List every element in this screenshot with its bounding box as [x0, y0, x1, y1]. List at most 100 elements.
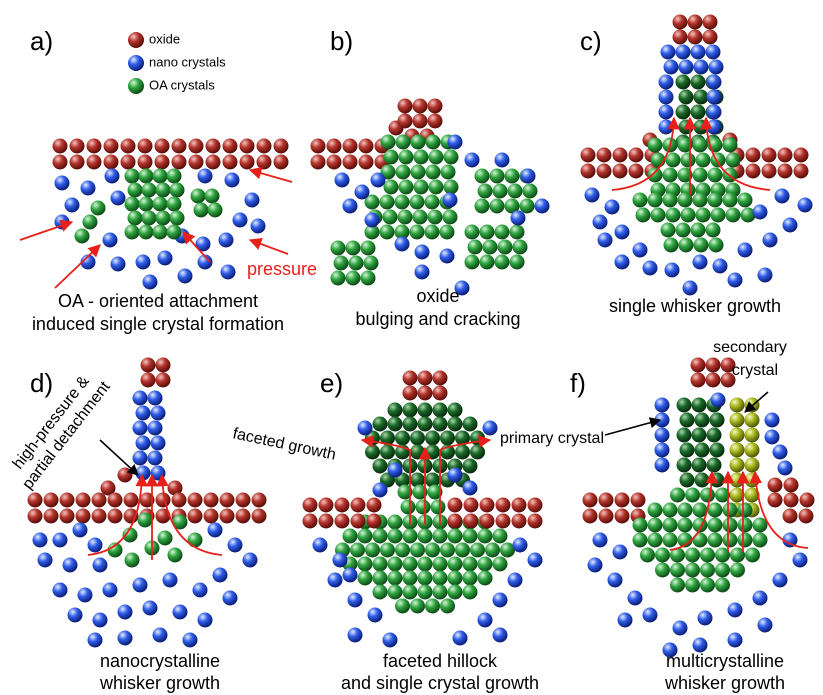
nano-crystal-sphere [521, 169, 536, 184]
oa-crystal-sphere [700, 548, 715, 563]
nano-crystal-sphere [605, 200, 620, 215]
oxide-sphere [359, 139, 374, 154]
oa-crystal-sphere [676, 223, 691, 238]
oxide-sphere [44, 493, 59, 508]
oa-crystal-sphere [670, 563, 685, 578]
caption: multicrystalline [666, 651, 784, 671]
nano-crystal-sphere [313, 538, 328, 553]
oa-crystal-sphere [388, 529, 403, 544]
oxide-sphere [206, 155, 221, 170]
oxide-sphere [496, 498, 511, 513]
nano-crystal-sphere [783, 218, 798, 233]
oxide-sphere [92, 493, 107, 508]
oxide-sphere [172, 139, 187, 154]
nano-crystal-sphere [373, 483, 388, 498]
crystal-sphere [710, 443, 725, 458]
oa-crystal-sphere [346, 271, 361, 286]
oxide-sphere [172, 155, 187, 170]
oxide-sphere [703, 15, 718, 30]
oxide-sphere [688, 15, 703, 30]
legend-swatch [128, 55, 144, 71]
secondary-crystal-sphere [745, 473, 760, 488]
oa-crystal-sphere [685, 578, 700, 593]
legend-label: oxide [149, 31, 180, 46]
nano-crystal-sphere [679, 60, 694, 75]
crystal-sphere [692, 398, 707, 413]
oa-crystal-sphere [648, 193, 663, 208]
oxide-sphere [138, 155, 153, 170]
oxide-sphere [28, 493, 43, 508]
oa-crystal-sphere [395, 599, 410, 614]
nano-crystal-sphere [758, 268, 773, 283]
oa-crystal-sphere [349, 256, 364, 271]
oa-crystal-sphere [510, 255, 525, 270]
crystal-sphere [691, 75, 706, 90]
oa-crystal-sphere [156, 211, 171, 226]
nano-crystal-sphere [711, 393, 726, 408]
nano-crystal-sphere [683, 281, 698, 296]
arrow [250, 170, 292, 182]
oxide-sphere [155, 155, 170, 170]
oxide-sphere [800, 493, 815, 508]
nano-crystal-sphere [773, 573, 788, 588]
oa-crystal-sphere [693, 533, 708, 548]
oa-crystal-sphere [383, 210, 398, 225]
oa-crystal-sphere [388, 557, 403, 572]
oa-crystal-sphere [723, 138, 738, 153]
oa-crystal-sphere [414, 180, 429, 195]
nano-crystal-sphere [65, 198, 80, 213]
oxide-sphere [76, 509, 91, 524]
oa-crystal-sphere [678, 518, 693, 533]
oxide-sphere [236, 509, 251, 524]
crystal-sphere [418, 417, 433, 432]
nano-crystal-sphere [68, 608, 83, 623]
nano-crystal-sphere [365, 213, 380, 228]
oxide-sphere [303, 514, 318, 529]
nano-crystal-sphere [55, 176, 70, 191]
oxide-sphere [367, 514, 382, 529]
oa-crystal-sphere [361, 241, 376, 256]
nano-crystal-sphere [133, 578, 148, 593]
nano-crystal-sphere [738, 243, 753, 258]
nano-crystal-sphere [585, 188, 600, 203]
oxide-sphere [343, 139, 358, 154]
crystal-sphere [680, 443, 695, 458]
oxide-sphere [76, 493, 91, 508]
nano-crystal-sphere [383, 633, 398, 648]
oxide-sphere [104, 139, 119, 154]
oa-crystal-sphere [738, 193, 753, 208]
oa-crystal-sphere [191, 189, 206, 204]
oa-crystal-sphere [648, 533, 663, 548]
caption: and single crystal growth [341, 673, 539, 693]
oa-crystal-sphere [395, 543, 410, 558]
oa-crystal-sphere [411, 165, 426, 180]
nano-crystal-sphere [598, 233, 613, 248]
oa-crystal-sphere [125, 225, 140, 240]
crystal-sphere [395, 431, 410, 446]
oxide-sphere [343, 155, 358, 170]
oa-crystal-sphere [170, 183, 185, 198]
oa-crystal-sphere [153, 197, 168, 212]
crystal-sphere [425, 445, 440, 460]
oxide-sphere [252, 493, 267, 508]
panel-label: a) [30, 26, 53, 56]
oa-crystal-sphere [726, 208, 741, 223]
secondary-crystal-sphere [730, 398, 745, 413]
oxide-sphere [794, 164, 809, 179]
oxide-sphere [448, 498, 463, 513]
oxide-sphere [480, 514, 495, 529]
oxide-sphere [673, 15, 688, 30]
oxide-sphere [581, 164, 596, 179]
oxide-sphere [794, 148, 809, 163]
oa-crystal-sphere [380, 543, 395, 558]
oxide-sphere [629, 164, 644, 179]
oa-crystal-sphere [483, 240, 498, 255]
oa-crystal-sphere [343, 529, 358, 544]
nano-crystal-sphere [698, 611, 713, 626]
oa-crystal-sphere [495, 225, 510, 240]
oa-crystal-sphere [443, 210, 458, 225]
crystal-sphere [692, 428, 707, 443]
nano-crystal-sphere [333, 553, 348, 568]
nano-crystal-sphere [348, 628, 363, 643]
crystal-sphere [710, 413, 725, 428]
